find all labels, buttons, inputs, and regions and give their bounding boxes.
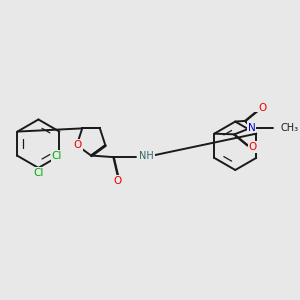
- Text: O: O: [74, 140, 82, 150]
- Text: CH₃: CH₃: [280, 123, 298, 133]
- Text: O: O: [248, 142, 256, 152]
- Text: O: O: [259, 103, 267, 113]
- Text: NH: NH: [140, 151, 154, 160]
- Text: N: N: [248, 123, 255, 133]
- Text: Cl: Cl: [52, 151, 62, 161]
- Text: O: O: [114, 176, 122, 186]
- Text: Cl: Cl: [33, 168, 43, 178]
